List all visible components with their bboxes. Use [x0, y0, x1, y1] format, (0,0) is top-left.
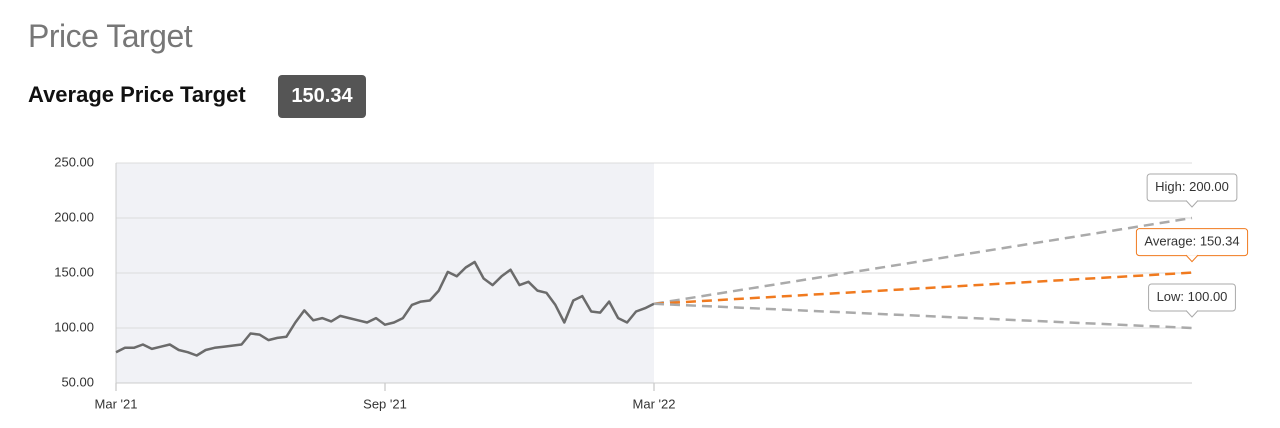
y-tick-label: 100.00 — [54, 319, 94, 334]
x-tick-label: Mar '21 — [95, 396, 138, 411]
y-tick-label: 200.00 — [54, 209, 94, 224]
y-tick-label: 150.00 — [54, 264, 94, 279]
callout-label: Average: 150.34 — [1144, 234, 1239, 249]
x-tick-label: Mar '22 — [633, 396, 676, 411]
callout-label: High: 200.00 — [1155, 179, 1229, 194]
callout-label: Low: 100.00 — [1157, 289, 1228, 304]
target-line — [653, 271, 1193, 306]
target-line — [653, 216, 1193, 306]
y-tick-label: 50.00 — [61, 374, 94, 389]
page-title: Price Target — [28, 18, 193, 54]
subtitle: Average Price Target — [28, 82, 246, 107]
target-line — [653, 302, 1193, 330]
y-tick-label: 250.00 — [54, 154, 94, 169]
callout-pointer — [1185, 310, 1199, 318]
x-tick-label: Sep '21 — [363, 396, 407, 411]
target-callout: High: 200.00 — [1146, 173, 1238, 208]
price-line — [115, 260, 655, 357]
target-callout: Low: 100.00 — [1148, 283, 1236, 318]
target-callout: Average: 150.34 — [1135, 228, 1249, 263]
callout-pointer — [1185, 254, 1199, 263]
callout-pointer — [1185, 200, 1199, 208]
average-badge: 150.34 — [278, 75, 366, 118]
